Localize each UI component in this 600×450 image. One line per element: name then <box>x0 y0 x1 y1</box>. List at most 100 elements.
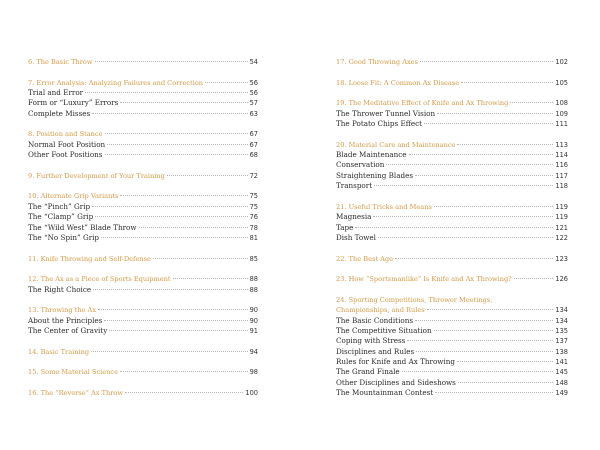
toc-section-entry[interactable]: The Thrower Tunnel Vision 109 <box>336 109 568 119</box>
page-number: 114 <box>555 151 568 160</box>
page-number: 135 <box>555 326 568 335</box>
spacer <box>28 378 258 388</box>
entry-title: 19. The Meditative Effect of Knife and A… <box>336 99 509 108</box>
dot-leader <box>433 205 554 207</box>
dot-leader <box>205 81 248 83</box>
page-number: 78 <box>249 223 258 232</box>
entry-title: 8. Position and Stance <box>28 130 103 139</box>
dot-leader <box>416 350 554 352</box>
toc-section-entry[interactable]: The Mountainman Contest 149 <box>336 388 568 398</box>
entry-title: 10. Alternate Grip Variants <box>28 192 119 201</box>
dot-leader <box>152 257 248 259</box>
page-number: 67 <box>249 140 258 149</box>
toc-section-entry[interactable]: Normal Foot Position 67 <box>28 140 258 150</box>
page-number: 108 <box>555 99 568 108</box>
toc-section-entry[interactable]: The “Pinch” Grip 75 <box>28 202 258 212</box>
page-number: 121 <box>555 223 568 232</box>
entry-title: Magnesia <box>336 212 372 222</box>
dot-leader <box>166 174 248 176</box>
entry-title: The Basic Conditions <box>336 315 414 325</box>
page-number: 126 <box>555 275 568 284</box>
toc-section-entry[interactable]: Other Disciplines and Sideshows 148 <box>336 378 568 388</box>
toc-section-entry[interactable]: Conservation 116 <box>336 160 568 170</box>
toc-section-entry[interactable]: Other Foot Positions 68 <box>28 150 258 160</box>
page-number: 72 <box>249 171 258 180</box>
dot-leader <box>415 174 554 176</box>
entry-title: 21. Useful Tricks and Means <box>336 202 432 211</box>
toc-section-entry[interactable]: The Right Choice 88 <box>28 285 258 295</box>
toc-chapter-entry[interactable]: Championships, and Rules 134 <box>336 305 568 315</box>
spacer <box>336 264 568 274</box>
toc-section-entry[interactable]: Rules for Knife and Ax Throwing 141 <box>336 357 568 367</box>
page-number: 134 <box>555 316 568 325</box>
toc-section-entry[interactable]: The Grand Finale 145 <box>336 367 568 377</box>
page-number: 90 <box>249 316 258 325</box>
page-number: 76 <box>249 213 258 222</box>
toc-chapter-entry[interactable]: 8. Position and Stance 67 <box>28 129 258 139</box>
toc-section-entry[interactable]: Tape 121 <box>336 223 568 233</box>
spacer <box>336 67 568 77</box>
dot-leader <box>95 216 248 218</box>
toc-right-page: 17. Good Throwing Axes 102 18. Loose Fit: … <box>336 57 568 398</box>
dot-leader <box>120 102 248 104</box>
page-number: 134 <box>555 306 568 315</box>
toc-section-entry[interactable]: Coping with Stress 137 <box>336 336 568 346</box>
toc-section-entry[interactable]: Transport 118 <box>336 181 568 191</box>
toc-chapter-entry[interactable]: 13. Throwing the Ax 90 <box>28 305 258 315</box>
toc-section-entry[interactable]: About the Principles 90 <box>28 316 258 326</box>
entry-title: Straightening Blades <box>336 170 414 180</box>
toc-chapter-entry[interactable]: 19. The Meditative Effect of Knife and A… <box>336 98 568 108</box>
toc-chapter-entry[interactable]: 7. Error Analysis: Analyzing Failures an… <box>28 78 258 88</box>
toc-chapter-entry[interactable]: 12. The Ax as a Piece of Sports Equipmen… <box>28 274 258 284</box>
toc-chapter-entry[interactable]: 10. Alternate Grip Variants 75 <box>28 191 258 201</box>
toc-section-entry[interactable]: Form or “Luxury” Errors 57 <box>28 98 258 108</box>
entry-title: 16. The “Reverse” Ax Throw <box>28 389 123 397</box>
page-number: 119 <box>555 213 568 222</box>
toc-section-entry[interactable]: The Competitive Situation 135 <box>336 326 568 336</box>
toc-chapter-entry[interactable]: 17. Good Throwing Axes 102 <box>336 57 568 67</box>
entry-title: The Center of Gravity <box>28 325 108 335</box>
toc-chapter-entry[interactable]: 20. Material Care and Maintenance 113 <box>336 140 568 150</box>
spacer <box>28 264 258 274</box>
entry-title: Rules for Knife and Ax Throwing <box>336 356 455 366</box>
toc-chapter-entry[interactable]: 15. Some Material Science 98 <box>28 367 258 377</box>
toc-section-entry[interactable]: Magnesia 119 <box>336 212 568 222</box>
entry-title: Tape <box>336 222 354 232</box>
spacer <box>28 357 258 367</box>
toc-chapter-entry[interactable]: 9. Further Development of Your Training 7… <box>28 171 258 181</box>
toc-chapter-entry[interactable]: 24. Sporting Competitions, Thrower Meeti… <box>336 295 568 305</box>
dot-leader <box>124 392 244 393</box>
toc-chapter-entry[interactable]: 14. Basic Training 94 <box>28 347 258 357</box>
dot-leader <box>120 371 248 373</box>
toc-chapter-entry[interactable]: 23. How “Sportsmanlike” Is Knife and Ax … <box>336 274 568 284</box>
toc-section-entry[interactable]: Blade Maintenance 114 <box>336 150 568 160</box>
entry-title: The Grand Finale <box>336 367 400 377</box>
spacer <box>28 181 258 191</box>
toc-chapter-entry[interactable]: 22. The Best Age 123 <box>336 254 568 264</box>
toc-section-entry[interactable]: The Basic Conditions 134 <box>336 316 568 326</box>
toc-section-entry[interactable]: The “Wild West” Blade Throw 78 <box>28 223 258 233</box>
toc-section-entry[interactable]: Trial and Error 56 <box>28 88 258 98</box>
toc-section-entry[interactable]: Disciplines and Rules 138 <box>336 347 568 357</box>
dot-leader <box>109 329 248 331</box>
page-number: 113 <box>555 140 568 149</box>
page-number: 94 <box>249 347 258 356</box>
toc-section-entry[interactable]: The “No Spin” Grip 81 <box>28 233 258 243</box>
toc-section-entry[interactable]: Straightening Blades 117 <box>336 171 568 181</box>
toc-section-entry[interactable]: Dish Towel 122 <box>336 233 568 243</box>
toc-chapter-entry[interactable]: 16. The “Reverse” Ax Throw 100 <box>28 388 258 398</box>
spacer <box>28 119 258 129</box>
toc-chapter-entry[interactable]: 18. Loose Fit: A Common Ax Disease 105 <box>336 78 568 88</box>
toc-chapter-entry[interactable]: 11. Knife Throwing and Self-Defense 85 <box>28 254 258 264</box>
dot-leader <box>426 309 554 311</box>
entry-title: The Potato Chips Effect <box>336 119 423 129</box>
page-number: 91 <box>249 326 258 335</box>
entry-title: The Mountainman Contest <box>336 388 434 397</box>
toc-section-entry[interactable]: The Center of Gravity 91 <box>28 326 258 336</box>
toc-chapter-entry[interactable]: 6. The Basic Throw 54 <box>28 57 258 67</box>
toc-section-entry[interactable]: The “Clamp” Grip 76 <box>28 212 258 222</box>
toc-section-entry[interactable]: Complete Misses 63 <box>28 109 258 119</box>
toc-section-entry[interactable]: The Potato Chips Effect 111 <box>336 119 568 129</box>
toc-chapter-entry[interactable]: 21. Useful Tricks and Means 119 <box>336 202 568 212</box>
spacer <box>28 295 258 305</box>
